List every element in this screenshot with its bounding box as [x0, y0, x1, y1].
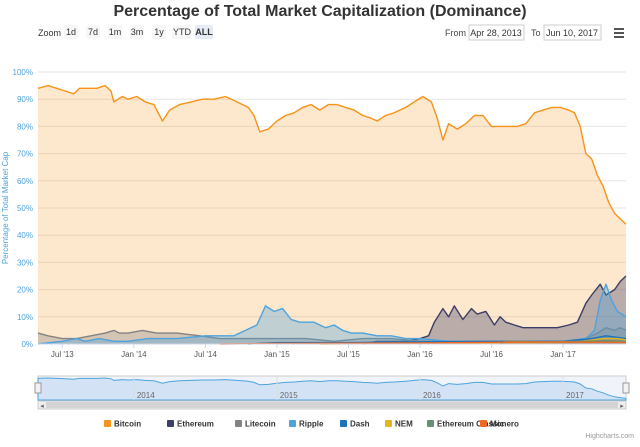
legend-swatch — [167, 420, 174, 427]
scroll-right-icon[interactable]: ▸ — [620, 403, 624, 410]
zoom-button-label: 3m — [131, 27, 144, 37]
y-tick-label: 20% — [17, 286, 33, 295]
zoom-label: Zoom — [38, 28, 61, 38]
zoom-button-label: 1m — [109, 27, 122, 37]
x-tick-label: Jul '13 — [51, 350, 74, 359]
legend-item-ripple[interactable]: Ripple — [289, 420, 324, 429]
from-date-input[interactable] — [468, 24, 525, 41]
from-date-value: Apr 28, 2013 — [470, 28, 522, 38]
credits[interactable]: Highcharts.com — [585, 433, 634, 440]
zoom-button-label: 1y — [154, 27, 164, 37]
legend-swatch — [289, 420, 296, 427]
menu-bar-3 — [614, 36, 624, 38]
navigator-tick-label: 2017 — [566, 391, 584, 400]
legend-label: Bitcoin — [114, 420, 141, 429]
y-tick-label: 90% — [17, 95, 33, 104]
chart-title: Percentage of Total Market Capitalizatio… — [113, 3, 526, 20]
navigator-tick-label: 2015 — [280, 391, 298, 400]
legend-label: NEM — [395, 420, 413, 429]
navigator-right-handle[interactable] — [622, 382, 630, 394]
legend-item-bitcoin[interactable]: Bitcoin — [104, 420, 141, 429]
legend-item-ethereum[interactable]: Ethereum — [167, 420, 214, 429]
series-line-dash — [248, 335, 627, 345]
from-label: From — [445, 28, 466, 38]
y-tick-label: 70% — [17, 150, 33, 159]
to-label: To — [531, 28, 541, 38]
legend-swatch — [427, 420, 434, 427]
legend: Bitcoin Ethereum Litecoin Ripple Dash NEM Ethe… — [104, 420, 519, 429]
series-area-ripple — [38, 284, 626, 344]
legend-item-litecoin[interactable]: Litecoin — [235, 420, 276, 429]
x-tick-label: Jul '14 — [194, 350, 217, 359]
series-area-bitcoin — [38, 85, 626, 344]
y-tick-label: 60% — [17, 177, 33, 186]
x-tick-label: Jan '14 — [121, 350, 147, 359]
menu-bar-2 — [614, 32, 624, 34]
zoom-button-label: 1d — [66, 27, 76, 37]
navigator[interactable]: 2014 2015 2016 2017 ◂ ▸ — [34, 375, 630, 410]
legend-label: Monero — [490, 420, 519, 429]
x-tick-label: Jan '17 — [550, 350, 576, 359]
y-tick-label: 80% — [17, 122, 33, 131]
legend-item-monero[interactable]: Monero — [480, 420, 519, 429]
legend-swatch — [480, 420, 487, 427]
series-line-ethereum — [362, 275, 627, 345]
hamburger-menu-icon[interactable] — [612, 26, 626, 40]
legend-label: Ethereum — [177, 420, 214, 429]
navigator-tick-label: 2014 — [137, 391, 155, 400]
zoom-button-all[interactable] — [195, 25, 213, 39]
y-tick-label: 100% — [13, 68, 33, 77]
legend-item-nem[interactable]: NEM — [385, 420, 413, 429]
to-date-value: Jun 10, 2017 — [546, 28, 598, 38]
legend-item-dash[interactable]: Dash — [340, 420, 370, 429]
x-tick-label: Jan '16 — [407, 350, 433, 359]
zoom-button-1y[interactable] — [152, 25, 166, 39]
legend-item-ethereum-classic[interactable]: Ethereum Classic — [427, 420, 505, 429]
y-tick-label: 40% — [17, 231, 33, 240]
zoom-button-label: YTD — [173, 27, 192, 37]
legend-swatch — [104, 420, 111, 427]
zoom-button-3m[interactable] — [130, 25, 144, 39]
zoom-button-7d[interactable] — [86, 25, 100, 39]
zoom-controls: Zoom 1d 7d 1m 3m 1y YTD ALL — [38, 25, 213, 39]
navigator-tick-label: 2016 — [423, 391, 441, 400]
y-tick-label: 0% — [21, 340, 33, 349]
legend-label: Dash — [350, 420, 370, 429]
scrollbar-thumb[interactable] — [46, 402, 618, 408]
navigator-left-handle[interactable] — [34, 382, 42, 394]
series-bitcoin[interactable] — [37, 84, 627, 344]
zoom-button-label: 7d — [88, 27, 98, 37]
series-area-litecoin — [38, 327, 626, 344]
legend-label: Litecoin — [245, 420, 276, 429]
menu-bar-1 — [614, 28, 624, 30]
x-tick-label: Jul '15 — [337, 350, 360, 359]
y-axis: 0% 10% 20% 30% 40% 50% 60% 70% 80% 90% 100% — [13, 68, 33, 349]
x-tick-label: Jan '15 — [264, 350, 290, 359]
zoom-button-1d[interactable] — [64, 25, 78, 39]
legend-swatch — [385, 420, 392, 427]
y-axis-title: Percentage of Total Market Cap — [1, 151, 10, 264]
zoom-button-1m[interactable] — [108, 25, 122, 39]
legend-swatch — [235, 420, 242, 427]
y-tick-label: 30% — [17, 258, 33, 267]
series-line-bitcoin — [37, 84, 627, 225]
scroll-left-icon[interactable]: ◂ — [40, 403, 44, 410]
date-range: From Apr 28, 2013 To Jun 10, 2017 — [445, 24, 602, 41]
x-tick-label: Jul '16 — [480, 350, 503, 359]
y-tick-label: 50% — [17, 204, 33, 213]
zoom-button-ytd[interactable] — [172, 25, 192, 39]
plot-area — [37, 84, 627, 345]
legend-swatch — [340, 420, 347, 427]
to-date-input[interactable] — [543, 24, 602, 41]
legend-label: Ripple — [299, 420, 324, 429]
x-axis: Jul '13 Jan '14 Jul '14 Jan '15 Jul '15 Jan '… — [38, 343, 626, 359]
y-tick-label: 10% — [17, 313, 33, 322]
legend-label: Ethereum Classic — [437, 420, 505, 429]
zoom-button-label: ALL — [195, 27, 213, 37]
